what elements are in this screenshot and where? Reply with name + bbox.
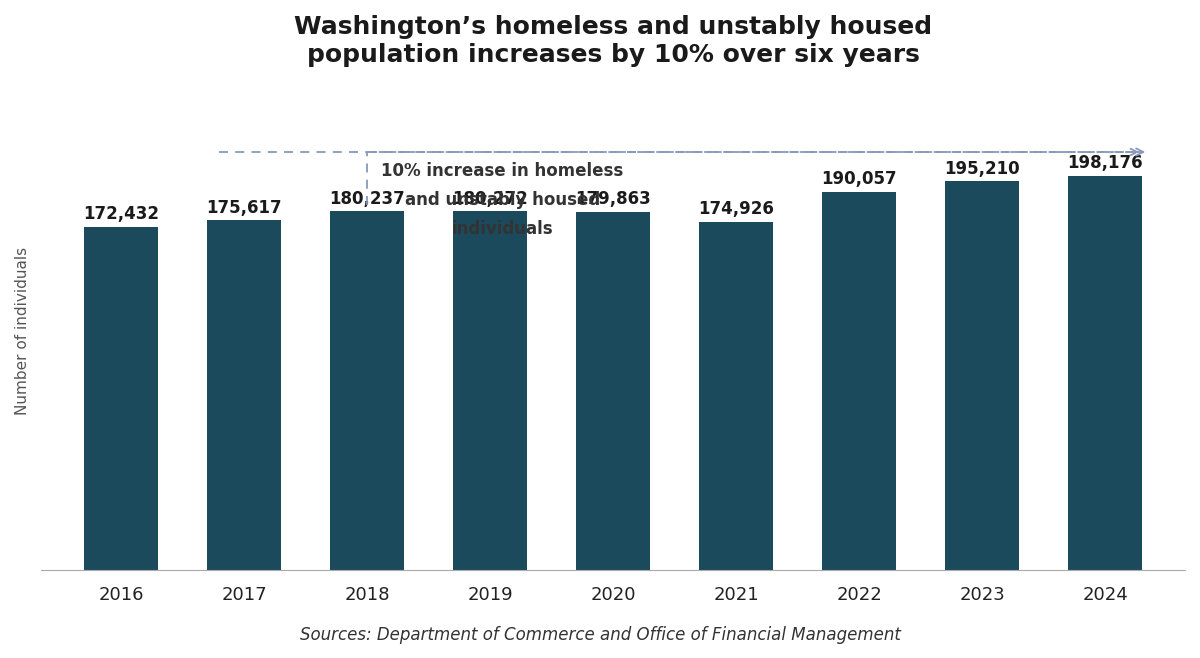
- Bar: [822, 191, 896, 570]
- Title: Washington’s homeless and unstably housed
population increases by 10% over six y: Washington’s homeless and unstably house…: [294, 15, 932, 67]
- Text: 172,432: 172,432: [83, 205, 160, 223]
- Bar: [454, 211, 527, 570]
- Text: Sources: Department of Commerce and Office of Financial Management: Sources: Department of Commerce and Offi…: [300, 626, 900, 644]
- Y-axis label: Number of individuals: Number of individuals: [14, 247, 30, 415]
- Bar: [946, 182, 1019, 570]
- Bar: [576, 212, 650, 570]
- Text: 179,863: 179,863: [575, 190, 650, 209]
- Text: 195,210: 195,210: [944, 160, 1020, 178]
- Bar: [1068, 176, 1142, 570]
- Bar: [84, 227, 158, 570]
- Text: 10% increase in homeless
and unstably housed
individuals: 10% increase in homeless and unstably ho…: [382, 162, 624, 238]
- Text: 190,057: 190,057: [821, 170, 896, 188]
- Text: 180,237: 180,237: [329, 190, 404, 208]
- Bar: [330, 211, 404, 570]
- Text: 174,926: 174,926: [698, 200, 774, 218]
- Text: 175,617: 175,617: [206, 199, 282, 216]
- Text: 198,176: 198,176: [1067, 154, 1142, 172]
- Bar: [700, 222, 773, 570]
- Bar: [208, 220, 281, 570]
- Text: 180,272: 180,272: [452, 190, 528, 207]
